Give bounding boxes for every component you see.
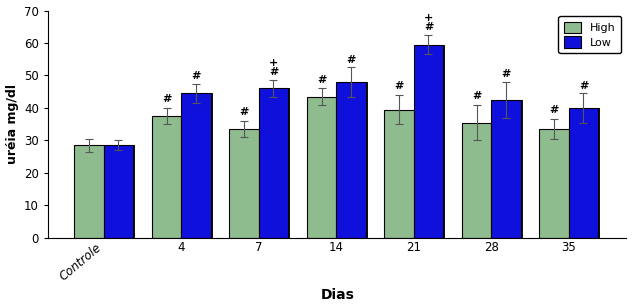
Text: #: # — [472, 91, 481, 101]
Text: #: # — [240, 107, 249, 117]
Bar — [386, 110, 416, 238]
Text: #: # — [394, 81, 404, 91]
Text: +: + — [424, 13, 433, 22]
Bar — [309, 97, 338, 238]
Text: #: # — [317, 75, 326, 85]
Bar — [491, 100, 521, 238]
Bar — [231, 129, 260, 238]
Legend: High, Low: High, Low — [559, 16, 621, 54]
Bar — [414, 45, 443, 238]
X-axis label: Dias: Dias — [320, 289, 354, 302]
Bar — [464, 123, 493, 238]
Bar — [152, 116, 181, 238]
Bar — [541, 129, 571, 238]
Bar — [336, 82, 366, 238]
Bar — [539, 129, 569, 238]
Text: #: # — [549, 105, 559, 116]
Bar — [338, 82, 368, 238]
Bar — [106, 145, 135, 238]
Text: #: # — [191, 71, 201, 81]
Text: #: # — [346, 55, 356, 65]
Bar — [260, 88, 290, 238]
Text: #: # — [579, 81, 588, 91]
Text: #: # — [424, 22, 433, 32]
Bar — [258, 88, 288, 238]
Bar — [181, 93, 210, 238]
Text: #: # — [269, 67, 278, 77]
Y-axis label: uréia mg/dl: uréia mg/dl — [6, 84, 18, 164]
Bar — [571, 108, 600, 238]
Bar — [462, 123, 491, 238]
Text: +: + — [269, 58, 278, 68]
Bar — [154, 116, 183, 238]
Bar — [493, 100, 523, 238]
Text: #: # — [501, 69, 511, 79]
Bar — [76, 145, 106, 238]
Bar — [183, 93, 212, 238]
Bar — [384, 110, 414, 238]
Bar — [307, 97, 336, 238]
Bar — [104, 145, 133, 238]
Text: #: # — [162, 94, 171, 104]
Bar — [229, 129, 258, 238]
Bar — [416, 45, 445, 238]
Bar — [569, 108, 599, 238]
Bar — [75, 145, 104, 238]
